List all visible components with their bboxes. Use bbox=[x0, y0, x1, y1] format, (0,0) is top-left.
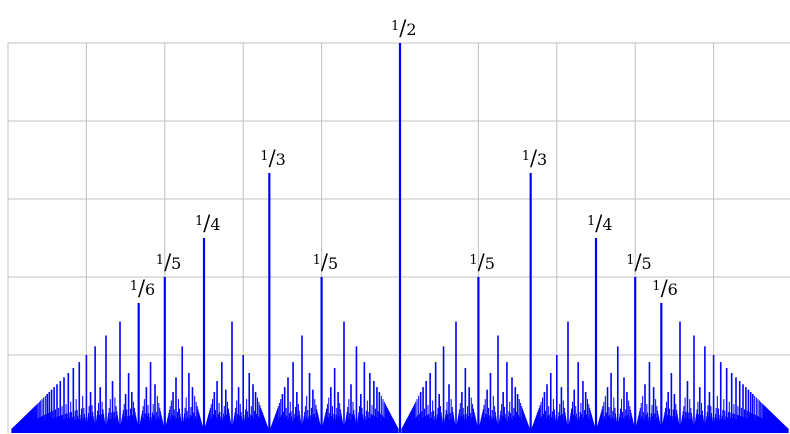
bars bbox=[11, 43, 789, 433]
